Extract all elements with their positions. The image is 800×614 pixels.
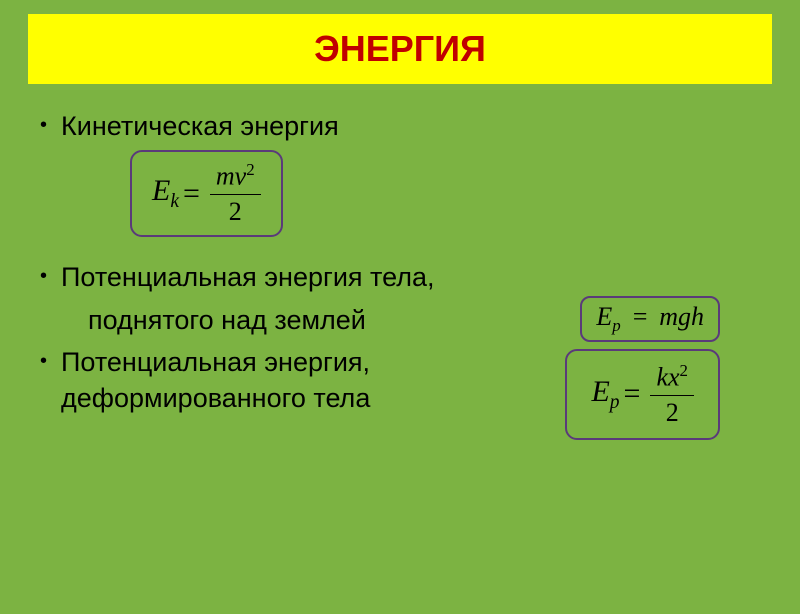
slide-title: ЭНЕРГИЯ — [28, 14, 772, 84]
item-text: Кинетическая энергия — [61, 108, 339, 144]
formula-potential-deform: Ep = kx2 2 — [591, 361, 694, 428]
item-text: Потенциальная энергия, деформированного … — [61, 344, 481, 417]
list-item: • Потенциальная энергия тела, — [40, 259, 760, 295]
bullet-icon: • — [40, 350, 47, 373]
formula-kinetic: Ek = mv2 2 — [152, 160, 261, 227]
item-text: Потенциальная энергия тела, — [61, 259, 434, 295]
bullet-icon: • — [40, 265, 47, 288]
bullet-icon: • — [40, 114, 47, 137]
formula-kinetic-box: Ek = mv2 2 — [130, 150, 283, 237]
formula-potential-height: Ep = mgh — [596, 302, 704, 336]
formula-potential-height-box: Ep = mgh — [580, 296, 720, 342]
list-item: • Кинетическая энергия — [40, 108, 760, 144]
formula-potential-deform-box: Ep = kx2 2 — [565, 349, 720, 440]
